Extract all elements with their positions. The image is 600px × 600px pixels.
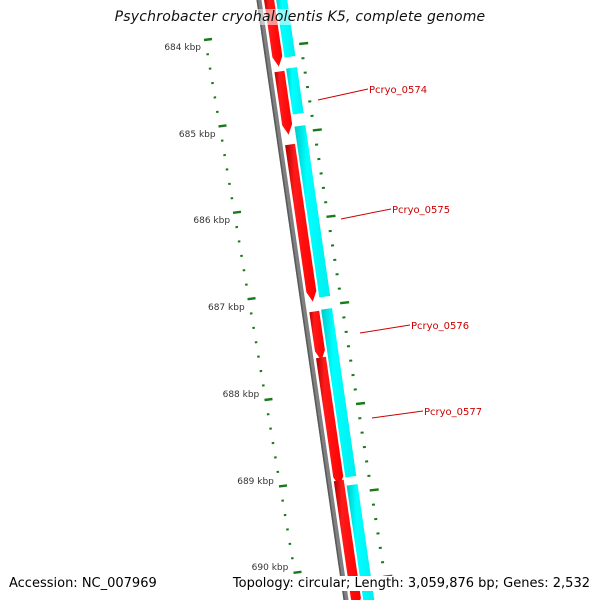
label-leader-line — [371, 410, 424, 419]
tick-mark — [232, 210, 242, 214]
tick-label: 687 kbp — [208, 303, 245, 313]
reverse-gene — [346, 484, 375, 600]
tick-label: 689 kbp — [237, 477, 274, 487]
feature-gap — [292, 112, 306, 127]
summary-text: Topology: circular; Length: 3,059,876 bp… — [232, 576, 590, 591]
reverse-gene — [286, 67, 304, 115]
label-leader-line — [340, 208, 392, 220]
map-title: Psychrobacter cryohalolentis K5, complet… — [0, 9, 600, 25]
tick-mark — [339, 301, 350, 305]
gene-features — [264, 0, 375, 600]
tick-mark — [247, 297, 256, 301]
tick-mark — [299, 41, 309, 46]
tick-mark — [312, 128, 322, 132]
forward-gene — [316, 356, 344, 487]
reverse-gene — [294, 125, 331, 298]
tick-label: 686 kbp — [193, 216, 230, 226]
tick-label: 690 kbp — [252, 563, 289, 573]
tick-mark — [203, 37, 213, 42]
tick-label: 685 kbp — [179, 130, 216, 140]
forward-gene — [274, 70, 293, 135]
gene-label: Pcryo_0574 — [369, 85, 427, 96]
backbone — [256, 0, 349, 600]
title-text: Psychrobacter cryohalolentis K5, complet… — [111, 9, 489, 25]
feature-gap — [284, 57, 298, 69]
gene-label: Pcryo_0576 — [411, 321, 469, 332]
tick-mark — [293, 570, 302, 574]
tick-mark — [326, 214, 336, 218]
tick-mark — [218, 124, 227, 128]
gene-label: Pcryo_0577 — [424, 407, 482, 418]
tick-mark — [355, 401, 366, 406]
tick-mark — [278, 484, 288, 488]
backbone-shade — [256, 0, 346, 600]
forward-gene — [285, 143, 317, 302]
tick-label: 688 kbp — [223, 390, 260, 400]
gene-label: Pcryo_0575 — [392, 205, 450, 216]
tick-marks — [203, 37, 393, 578]
label-leader-line — [317, 88, 369, 101]
label-leader-line — [359, 324, 411, 334]
tick-labels: 684 kbp 685 kbp 686 kbp 687 kbp 688 kbp 689 k… — [164, 43, 288, 573]
accession-text: Accession: NC_007969 — [9, 576, 157, 591]
tick-label: 684 kbp — [164, 43, 201, 53]
feature-gap — [344, 475, 358, 486]
tick-mark — [264, 397, 273, 402]
forward-gene — [333, 479, 361, 600]
gene-labels: Pcryo_0574 Pcryo_0575 Pcryo_0576 Pcryo_0577 — [317, 85, 482, 419]
feature-gap — [318, 295, 333, 310]
reverse-gene — [321, 308, 357, 478]
forward-gene — [309, 310, 325, 361]
tick-mark — [369, 488, 379, 492]
